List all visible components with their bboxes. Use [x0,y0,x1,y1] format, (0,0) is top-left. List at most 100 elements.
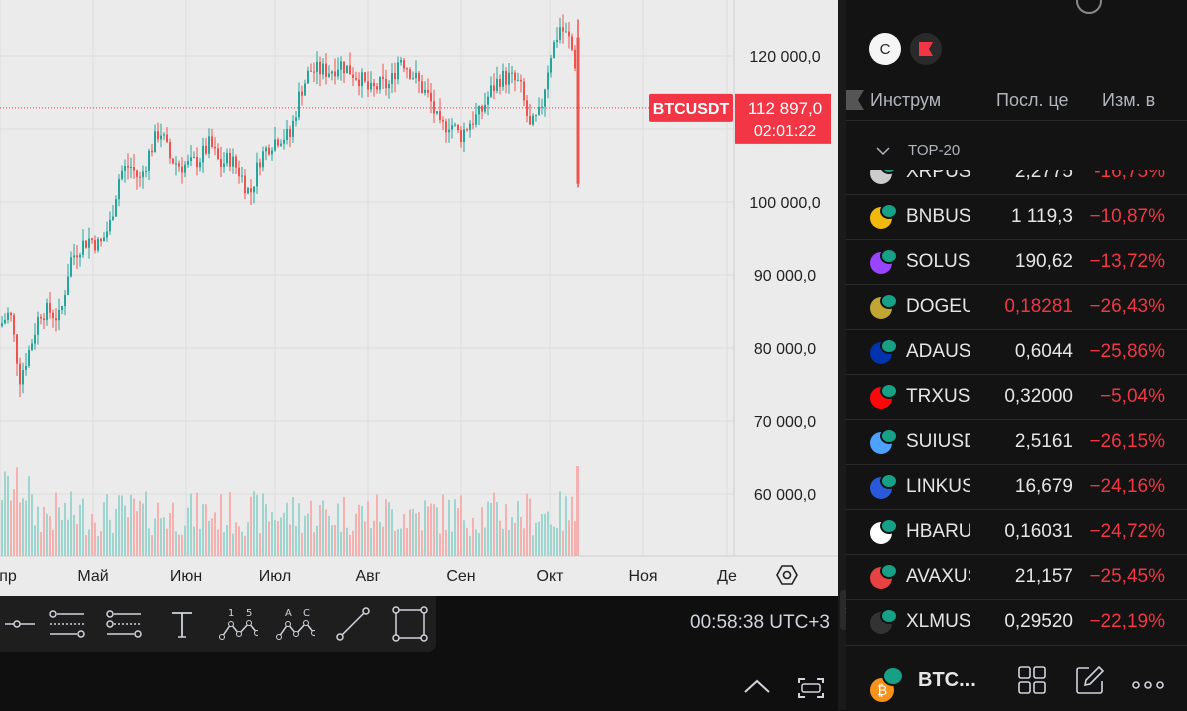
watchlist-row[interactable]: SUIUSD 2,5161 −26,15% [846,420,1187,465]
candle-body [433,101,435,114]
volume-bar [487,501,489,556]
row-change: −22,19% [1089,611,1165,632]
volume-bar [265,504,267,556]
avatar[interactable]: C [869,33,901,65]
volume-bar [91,514,93,556]
column-last-price[interactable]: Посл. це [996,90,1069,110]
svg-text:5: 5 [246,608,252,619]
candle-body [226,153,228,164]
price-chart[interactable]: 120 000,0 100 000,0 90 000,0 80 000,0 70 000… [0,0,838,596]
fullscreen-icon[interactable] [793,670,829,706]
rectangle-tool-icon[interactable] [390,604,430,644]
volume-bar [532,535,534,556]
volume-bar [439,533,441,556]
volume-bar [52,530,54,556]
volume-bar [130,494,132,556]
edit-icon[interactable] [1075,665,1105,700]
chevron-up-icon[interactable] [739,668,775,704]
candle-body [364,72,366,82]
watchlist-row[interactable]: SOLUSI 190,62 −13,72% [846,240,1187,285]
time-tick-label: Сен [446,568,475,585]
volume-bar [229,492,231,556]
watchlist-row[interactable]: XLMUSI 0,29520 −22,19% [846,600,1187,640]
candle-body [556,39,558,43]
candle-body [325,63,327,77]
candle-body [346,65,348,74]
candle-body [463,129,465,143]
candle-body [436,111,438,114]
watchlist-row[interactable]: AVAXUS 21,157 −25,45% [846,555,1187,600]
footer-symbol[interactable]: BTC... [918,669,976,691]
watchlist-row[interactable]: DOGEU 0,18281 −26,43% [846,285,1187,330]
flag-icon[interactable] [910,33,942,65]
column-change[interactable]: Изм. в [1102,90,1156,110]
watchlist-row[interactable]: BNBUSI 1 119,3 −10,87% [846,195,1187,240]
candle-body [112,216,114,220]
watchlist-row[interactable]: LINKUS 16,679 −24,16% [846,465,1187,510]
candle-body [157,131,159,140]
candle-body [241,175,243,177]
candle-body [43,318,45,321]
candle-body [19,363,21,385]
candle-body [79,254,81,258]
candle-body [40,316,42,319]
volume-bar [61,519,63,556]
group-header[interactable]: TOP-20 [846,132,1187,168]
layout-grid-icon[interactable] [1018,666,1046,699]
time-tick-label: пр [0,568,17,585]
volume-bar [403,514,405,556]
candle-body [25,365,27,370]
volume-bar [154,518,156,556]
chart-settings-icon[interactable] [776,565,798,585]
chart-pane[interactable]: 120 000,0 100 000,0 90 000,0 80 000,0 70 000… [0,0,838,596]
price-tick-label: 120 000,0 [749,49,820,66]
candle-body [178,163,180,167]
volume-bar [103,501,105,556]
candle-body [469,123,471,131]
exchange-badge-icon [880,383,898,399]
column-instrument[interactable]: Инструм [870,90,942,110]
row-change: −10,87% [1089,206,1165,227]
volume-bar [157,502,159,556]
cursor-line-tool-icon[interactable] [0,604,40,644]
candle-body [256,162,258,187]
volume-bar [505,504,507,556]
volume-bar [55,492,57,556]
candle-body [31,343,33,351]
timezone-clock[interactable]: 00:58:38 UTC+3 [690,612,830,633]
fib-retracement-tool-icon[interactable] [47,604,87,644]
partial-top-icon[interactable] [1076,0,1102,14]
candle-body [181,166,183,173]
volume-bar [46,513,48,556]
volume-bar [49,516,51,556]
volume-bar [391,509,393,556]
candle-body [229,153,231,167]
candle-body [211,136,213,147]
candle-body [202,145,204,163]
volume-bar [550,524,552,556]
fib-extension-tool-icon[interactable] [104,604,144,644]
candle-body [238,167,240,177]
volume-bar [58,507,60,556]
volume-bar [376,494,378,556]
candle-body [487,96,489,105]
volume-bar [109,519,111,556]
volume-bar [433,504,435,556]
text-tool-icon[interactable] [162,604,202,644]
volume-bar [208,520,210,556]
candle-body [262,151,264,168]
candle-body [247,188,249,194]
watchlist-row[interactable]: TRXUSI 0,32000 −5,04% [846,375,1187,420]
volume-bar [166,528,168,556]
panel-divider[interactable] [838,0,846,710]
watchlist-row[interactable]: XRPUSI 2,2775 -16,75% [846,170,1187,195]
volume-bar [361,506,363,556]
watchlist-row[interactable]: HBARU 0,16031 −24,72% [846,510,1187,555]
volume-bar [40,531,42,556]
watchlist-row[interactable]: ADAUSI 0,6044 −25,86% [846,330,1187,375]
trend-line-tool-icon[interactable] [333,604,373,644]
more-options-icon[interactable] [1132,676,1164,694]
volume-bar [31,494,33,556]
